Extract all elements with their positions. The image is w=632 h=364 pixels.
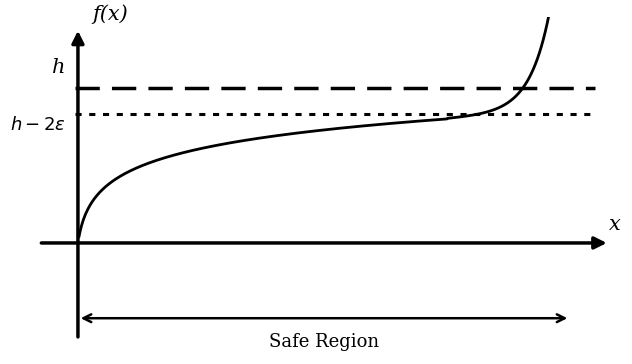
Text: f(x): f(x) <box>93 4 128 24</box>
Text: Safe Region: Safe Region <box>269 333 379 351</box>
Text: x: x <box>609 215 621 234</box>
Text: h: h <box>52 58 66 78</box>
Text: $h - 2\epsilon$: $h - 2\epsilon$ <box>9 116 66 134</box>
